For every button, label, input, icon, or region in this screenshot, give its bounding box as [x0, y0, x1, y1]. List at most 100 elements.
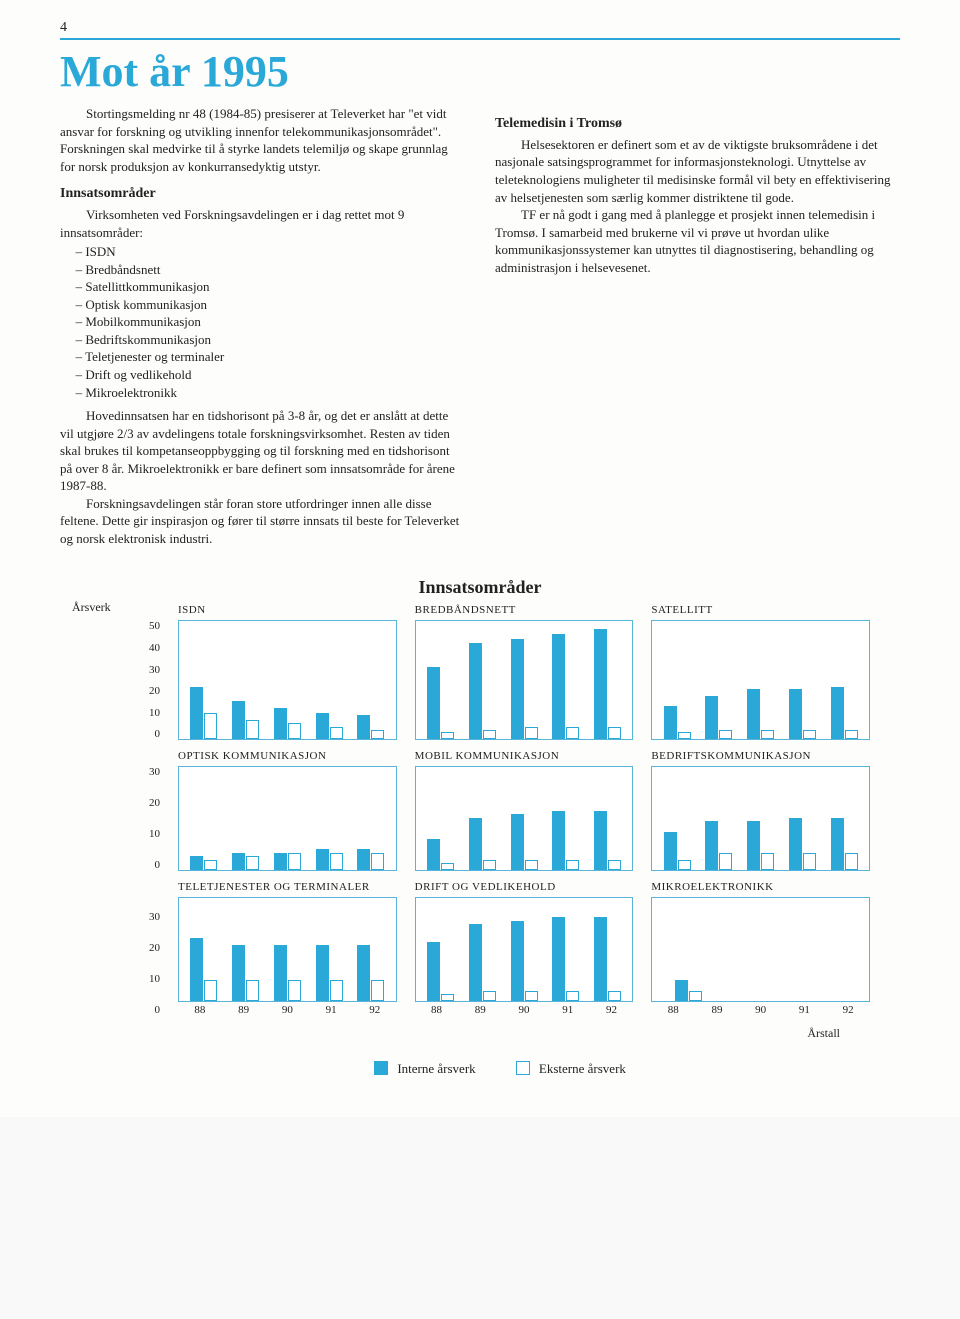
- bar-internal: [705, 696, 718, 739]
- bar-internal: [232, 853, 245, 871]
- bar-pair: [316, 713, 343, 739]
- bar-external: [441, 994, 454, 1001]
- bar-pair: [232, 945, 259, 1001]
- bar-external: [845, 853, 858, 871]
- bar-internal: [664, 832, 677, 871]
- bar-internal: [427, 942, 440, 1002]
- bar-external: [608, 991, 621, 1002]
- bar-external: [204, 860, 217, 871]
- bar-external: [803, 730, 816, 740]
- y-ticks: 30 20 10 0: [130, 895, 160, 1016]
- y-ticks: 50 40 30 20 10 0: [130, 604, 160, 740]
- bar-pair: [552, 917, 579, 1001]
- bar-internal: [274, 708, 287, 739]
- list-item: Bredbåndsnett: [76, 261, 465, 279]
- list-item: Bedriftskommunikasjon: [76, 331, 465, 349]
- ytick: 0: [130, 1004, 160, 1016]
- bar-external: [288, 853, 301, 871]
- ytick: 20: [130, 942, 160, 954]
- list-item: Drift og vedlikehold: [76, 366, 465, 384]
- bar-external: [441, 732, 454, 739]
- bar-external: [845, 730, 858, 740]
- para: Stortingsmelding nr 48 (1984-85) presise…: [60, 105, 465, 175]
- bar-internal: [552, 811, 565, 871]
- list-item: Mikroelektronikk: [76, 384, 465, 402]
- ytick: 30: [130, 766, 160, 778]
- bar-pair: [469, 924, 496, 1001]
- panel-title: DRIFT OG VEDLIKEHOLD: [415, 881, 634, 895]
- xtick: 89: [475, 1004, 486, 1016]
- bar-pair: [789, 689, 816, 739]
- bar-external: [371, 980, 384, 1001]
- panel-title: SATELLITT: [651, 604, 870, 618]
- bar-internal: [552, 634, 565, 740]
- bar-pair: [664, 832, 691, 871]
- bar-internal: [190, 687, 203, 740]
- bar-pair: [469, 643, 496, 739]
- bar-pair: [594, 811, 621, 871]
- bar-external: [288, 723, 301, 740]
- bar-pair: [705, 696, 732, 739]
- x-ticks: 88 89 90 91 92: [651, 1004, 870, 1016]
- bar-external: [566, 727, 579, 739]
- bar-pair: [190, 856, 217, 870]
- ytick: 50: [130, 620, 160, 632]
- bar-internal: [357, 715, 370, 739]
- list-item: Satellittkommunikasjon: [76, 278, 465, 296]
- bar-external: [246, 720, 259, 739]
- bar-external: [371, 730, 384, 740]
- list-item: Teletjenester og terminaler: [76, 348, 465, 366]
- bar-internal: [469, 643, 482, 739]
- area-list: ISDN Bredbåndsnett Satellittkommunikasjo…: [60, 243, 465, 401]
- bar-pair: [469, 818, 496, 871]
- panel-title: BEDRIFTSKOMMUNIKASJON: [651, 750, 870, 764]
- bar-external: [689, 991, 702, 1002]
- bar-internal: [274, 945, 287, 1001]
- list-item: Optisk kommunikasjon: [76, 296, 465, 314]
- bar-pair: [675, 980, 702, 1001]
- bar-internal: [511, 814, 524, 870]
- bar-external: [761, 730, 774, 740]
- chart-panel-optisk: OPTISK KOMMUNIKASJON: [178, 750, 397, 871]
- panel-title-spacer: [130, 604, 160, 620]
- bar-external: [330, 980, 343, 1001]
- bar-pair: [357, 945, 384, 1001]
- y-ticks: 30 20 10 0: [130, 750, 160, 871]
- bar-pair: [705, 821, 732, 870]
- list-item: Mobilkommunikasjon: [76, 313, 465, 331]
- bar-pair: [831, 818, 858, 871]
- ytick: 30: [130, 911, 160, 923]
- bar-pair: [552, 811, 579, 871]
- para: Hovedinnsatsen har en tidshorisont på 3-…: [60, 407, 465, 495]
- panel-title: ISDN: [178, 604, 397, 618]
- bar-internal: [316, 713, 329, 739]
- bar-pair: [427, 839, 454, 871]
- bar-external: [566, 860, 579, 871]
- bar-internal: [831, 818, 844, 871]
- chart-row-2: 30 20 10 0 OPTISK KOMMUNIKASJON MOBIL KO…: [130, 750, 870, 871]
- bar-pair: [511, 814, 538, 870]
- bar-pair: [427, 942, 454, 1002]
- subhead: Innsatsområder: [60, 185, 465, 204]
- xtick: 88: [668, 1004, 679, 1016]
- bar-internal: [190, 938, 203, 1001]
- bar-internal: [664, 706, 677, 740]
- panel-title: BREDBÅNDSNETT: [415, 604, 634, 618]
- bar-external: [330, 727, 343, 739]
- bar-pair: [274, 853, 301, 871]
- panel-title: MIKROELEKTRONIKK: [651, 881, 870, 895]
- bar-external: [288, 980, 301, 1001]
- xtick: 92: [843, 1004, 854, 1016]
- chart-panel-bedrift: BEDRIFTSKOMMUNIKASJON: [651, 750, 870, 871]
- bar-internal: [831, 687, 844, 740]
- bar-pair: [511, 639, 538, 740]
- bar-internal: [427, 667, 440, 739]
- bar-internal: [747, 689, 760, 739]
- xtick: 90: [519, 1004, 530, 1016]
- bar-internal: [232, 945, 245, 1001]
- xtick: 92: [369, 1004, 380, 1016]
- ytick: 10: [130, 973, 160, 985]
- bar-external: [803, 853, 816, 871]
- ytick: 10: [130, 828, 160, 840]
- left-column: Stortingsmelding nr 48 (1984-85) presise…: [60, 105, 465, 547]
